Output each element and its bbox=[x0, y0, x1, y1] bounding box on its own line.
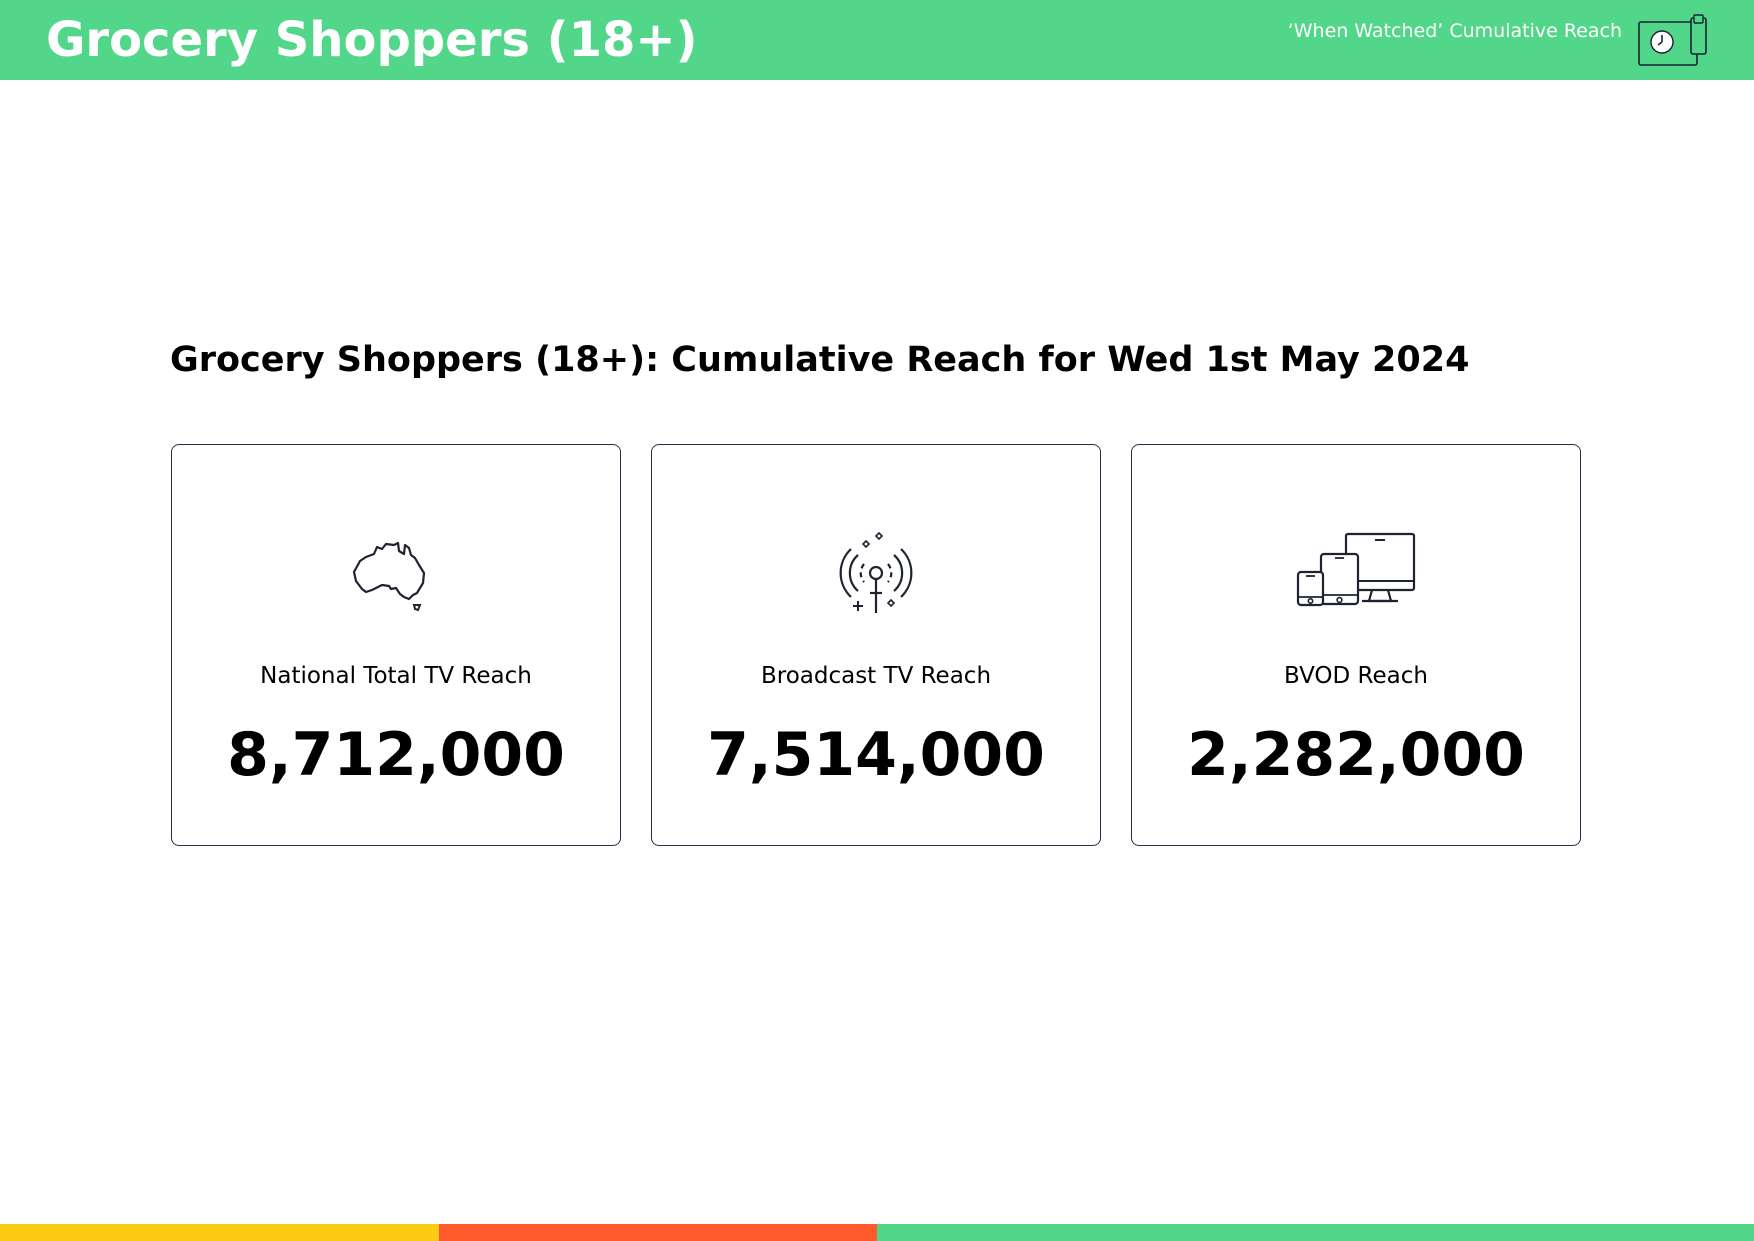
card-label: National Total TV Reach bbox=[260, 663, 532, 689]
header-subtitle: ‘When Watched’ Cumulative Reach bbox=[1287, 20, 1622, 42]
header-title: Grocery Shoppers (18+) bbox=[46, 12, 698, 68]
report-title: Grocery Shoppers (18+): Cumulative Reach… bbox=[170, 340, 1470, 380]
footer-bar-yellow bbox=[0, 1224, 439, 1241]
card-label: BVOD Reach bbox=[1284, 663, 1428, 689]
card-national-total-tv-reach: National Total TV Reach 8,712,000 bbox=[171, 444, 621, 846]
card-broadcast-tv-reach: Broadcast TV Reach 7,514,000 bbox=[651, 444, 1101, 846]
footer-bar-orange bbox=[439, 1224, 877, 1241]
header-bar: Grocery Shoppers (18+) ‘When Watched’ Cu… bbox=[0, 0, 1754, 80]
australia-map-icon bbox=[352, 541, 426, 612]
card-label: Broadcast TV Reach bbox=[760, 663, 992, 689]
card-value: 7,514,000 bbox=[707, 720, 1045, 790]
card-value: 8,712,000 bbox=[227, 720, 565, 790]
devices-icon bbox=[1296, 532, 1416, 607]
broadcast-antenna-icon bbox=[839, 531, 913, 613]
footer-bar-green bbox=[877, 1224, 1754, 1241]
card-value: 2,282,000 bbox=[1187, 720, 1525, 790]
card-bvod-reach: BVOD Reach 2,282,000 bbox=[1131, 444, 1581, 846]
clock-devices-icon bbox=[1638, 14, 1707, 66]
